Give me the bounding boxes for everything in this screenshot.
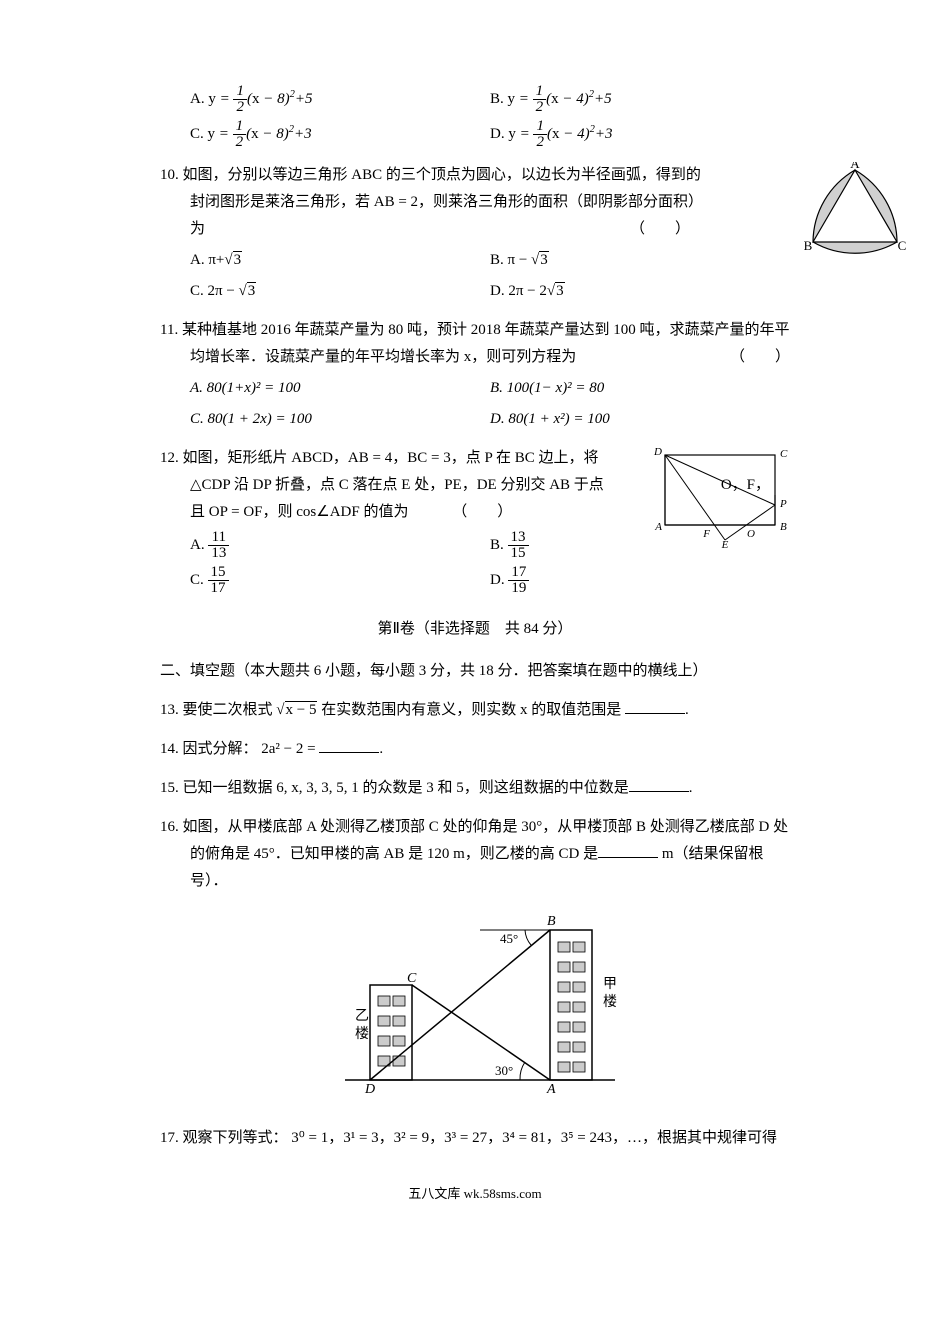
q16-text2: 的俯角是 45°．已知甲楼的高 AB 是 120 m，则乙楼的高 CD 是 m（… xyxy=(160,841,790,895)
question-17: 17. 观察下列等式： 3⁰ = 1，3¹ = 3，3² = 9，3³ = 27… xyxy=(160,1125,790,1152)
svg-text:45°: 45° xyxy=(500,931,518,946)
svg-text:甲: 甲 xyxy=(603,977,617,992)
q10-opt-d: D. 2π − 2√3 xyxy=(490,278,790,305)
svg-text:A: A xyxy=(850,162,860,171)
section-2-subsection: 二、填空题（本大题共 6 小题，每小题 3 分，共 18 分．把答案填在题中的横… xyxy=(160,658,790,685)
q11-text2: 均增长率．设蔬菜产量的年平均增长率为 x，则可列方程为 （ ） xyxy=(160,344,790,371)
opt-c-label: C. xyxy=(190,126,208,142)
q10-opt-c: C. 2π − √3 xyxy=(190,278,490,305)
question-11: 11. 某种植基地 2016 年蔬菜产量为 80 吨，预计 2018 年蔬菜产量… xyxy=(160,317,790,433)
q10-opt-b: B. π − √3 xyxy=(490,247,790,274)
question-options-top: A. y = 12(x − 8)2+5 B. y = 12(x − 4)2+5 … xyxy=(160,84,790,150)
svg-text:A: A xyxy=(654,521,662,533)
opt-d: D. y = 12(x − 4)2+3 xyxy=(490,119,790,150)
blank-13 xyxy=(625,699,685,714)
section-2-title: 第Ⅱ卷（非选择题 共 84 分） xyxy=(160,616,790,643)
question-10: A B C 10. 如图，分别以等边三角形 ABC 的三个顶点为圆心，以边长为半… xyxy=(160,162,790,305)
svg-text:B: B xyxy=(804,238,813,253)
blank-16 xyxy=(598,843,658,858)
q16-text1: 16. 如图，从甲楼底部 A 处测得乙楼顶部 C 处的仰角是 30°，从甲楼顶部… xyxy=(160,814,790,841)
buildings-figure: B C D A 45° 30° 乙 楼 甲 楼 xyxy=(160,910,790,1110)
q10-paren: （ ） xyxy=(630,216,690,243)
question-15: 15. 已知一组数据 6, x, 3, 3, 5, 1 的众数是 3 和 5，则… xyxy=(160,775,790,802)
q10-opt-a: A. π+√3 xyxy=(190,247,490,274)
page-footer: 五八文库 wk.58sms.com xyxy=(160,1182,790,1205)
svg-text:D: D xyxy=(653,446,662,458)
svg-text:B: B xyxy=(547,914,556,929)
opt-b: B. y = 12(x − 4)2+5 xyxy=(490,84,790,115)
q12-opt-c: C. 1517 xyxy=(190,565,490,596)
q11-paren: （ ） xyxy=(730,344,790,371)
q10-text3: 为 （ ） xyxy=(160,216,790,243)
svg-text:C: C xyxy=(898,238,907,253)
svg-text:楼: 楼 xyxy=(603,994,617,1010)
q12-opt-a: A. 1113 xyxy=(190,530,490,561)
opt-b-label: B. xyxy=(490,91,508,107)
svg-text:C: C xyxy=(407,971,417,986)
q10-text1: 10. 如图，分别以等边三角形 ABC 的三个顶点为圆心，以边长为半径画弧，得到… xyxy=(160,162,790,189)
q11-opt-b: B. 100(1− x)² = 80 xyxy=(490,375,790,402)
svg-text:D: D xyxy=(364,1082,375,1097)
opt-a-label: A. xyxy=(190,91,208,107)
question-13: 13. 要使二次根式 √x − 5 在实数范围内有意义，则实数 x 的取值范围是… xyxy=(160,697,790,724)
svg-text:乙: 乙 xyxy=(355,1008,369,1024)
question-12: D C A B P F O E 12. 如图，矩形纸片 ABCD，AB = 4，… xyxy=(160,445,790,596)
q10-text2: 封闭图形是莱洛三角形，若 AB = 2，则莱洛三角形的面积（即阴影部分面积） xyxy=(160,189,790,216)
svg-text:C: C xyxy=(780,448,788,460)
blank-14 xyxy=(319,738,379,753)
q11-opt-c: C. 80(1 + 2x) = 100 xyxy=(190,406,490,433)
svg-text:E: E xyxy=(721,539,729,550)
reuleaux-triangle-figure: A B C xyxy=(800,162,910,272)
q11-text1: 11. 某种植基地 2016 年蔬菜产量为 80 吨，预计 2018 年蔬菜产量… xyxy=(160,317,790,344)
blank-15 xyxy=(629,777,689,792)
q17-text: 17. 观察下列等式： 3⁰ = 1，3¹ = 3，3² = 9，3³ = 27… xyxy=(160,1125,790,1152)
svg-text:O: O xyxy=(747,528,755,540)
opt-c: C. y = 12(x − 8)2+3 xyxy=(190,119,490,150)
svg-text:B: B xyxy=(780,521,787,533)
svg-text:F: F xyxy=(702,528,710,540)
rectangle-fold-figure: D C A B P F O E xyxy=(650,445,800,560)
q11-opt-d: D. 80(1 + x²) = 100 xyxy=(490,406,790,433)
question-14: 14. 因式分解： 2a² − 2 = . xyxy=(160,736,790,763)
q12-opt-d: D. 1719 xyxy=(490,565,790,596)
svg-text:A: A xyxy=(546,1082,556,1097)
svg-text:楼: 楼 xyxy=(355,1026,369,1042)
q12-paren: （ ） xyxy=(452,504,512,520)
opt-a: A. y = 12(x − 8)2+5 xyxy=(190,84,490,115)
q11-opt-a: A. 80(1+x)² = 100 xyxy=(190,375,490,402)
svg-text:30°: 30° xyxy=(495,1063,513,1078)
question-16: 16. 如图，从甲楼底部 A 处测得乙楼顶部 C 处的仰角是 30°，从甲楼顶部… xyxy=(160,814,790,1110)
opt-d-label: D. xyxy=(490,126,508,142)
svg-text:P: P xyxy=(779,498,787,510)
